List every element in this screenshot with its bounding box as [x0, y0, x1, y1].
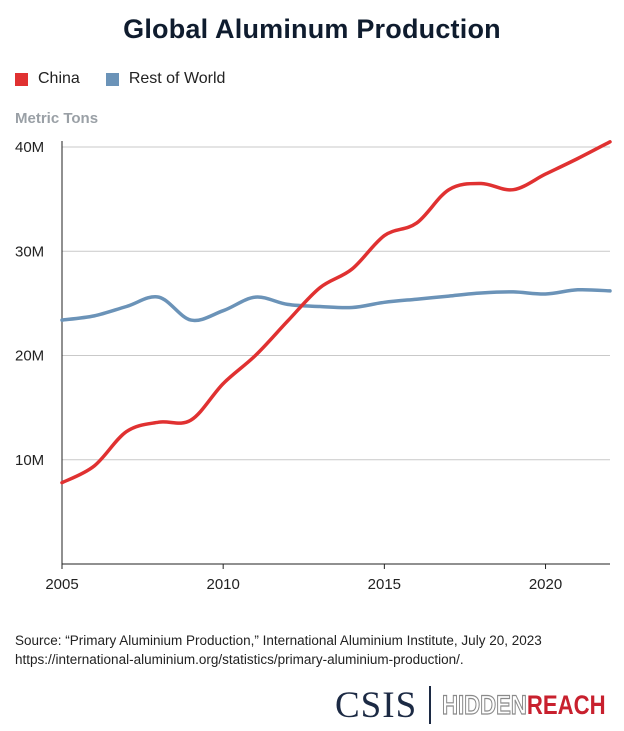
source-line-1: Source: “Primary Aluminium Production,” … [15, 633, 542, 648]
logo-divider [429, 686, 431, 724]
legend-item-china: China [15, 70, 80, 88]
legend-swatch-china [15, 72, 28, 86]
hidden-reach-logo-reach: REACH [526, 689, 606, 720]
source-note: Source: “Primary Aluminium Production,” … [15, 631, 615, 669]
y-tick-label: 40M [15, 139, 44, 156]
csis-logo: CSIS [335, 684, 418, 726]
y-tick-label: 10M [15, 452, 44, 469]
legend-label-rest-of-world: Rest of World [128, 70, 226, 87]
series-line-china [60, 140, 612, 485]
y-axis-unit-label: Metric Tons [15, 110, 99, 127]
line-chart: 10M 20M 30M 40M 2005 2010 2015 2020 [15, 139, 612, 593]
hidden-reach-logo-hidden: HIDDEN [441, 689, 527, 720]
source-line-2: https://international-aluminium.org/stat… [15, 652, 464, 667]
legend-swatch-rest-of-world [105, 72, 119, 86]
series-line-rest-of-world [60, 287, 612, 323]
x-tick-label: 2020 [529, 576, 562, 593]
legend: China Rest of World [15, 70, 251, 88]
chart-title: Global Aluminum Production [123, 14, 501, 44]
x-tick-label: 2010 [206, 576, 239, 593]
y-tick-label: 30M [15, 243, 44, 260]
x-tick-label: 2005 [45, 576, 78, 593]
y-tick-label: 20M [15, 348, 44, 365]
logo-row: CSIS HIDDENREACH [335, 684, 624, 726]
legend-item-rest-of-world: Rest of World [105, 70, 226, 88]
hidden-reach-logo: HIDDENREACH [441, 689, 606, 721]
x-tick-label: 2015 [368, 576, 401, 593]
legend-label-china: China [38, 70, 80, 87]
